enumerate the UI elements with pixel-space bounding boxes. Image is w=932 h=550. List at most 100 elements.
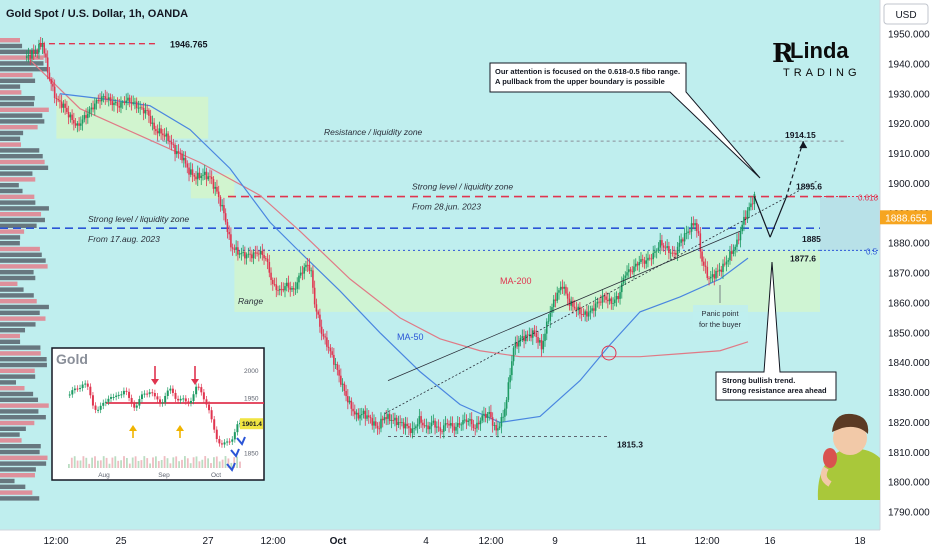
candle-body — [271, 279, 274, 285]
candle-body — [43, 44, 45, 54]
candle-body — [285, 282, 288, 287]
candle-body — [460, 424, 463, 426]
inset-candle — [166, 390, 169, 396]
volume-bar — [0, 125, 38, 130]
time-axis[interactable] — [0, 530, 880, 550]
candle-body — [439, 427, 442, 432]
candle-body — [614, 299, 616, 304]
inset-y-tick: 1850 — [244, 451, 259, 458]
candle-body — [624, 275, 627, 278]
candle-body — [521, 336, 524, 339]
candle-body — [216, 186, 218, 192]
candle-body — [387, 414, 389, 419]
volume-bar — [0, 357, 47, 362]
panic-line-1: Panic point — [701, 309, 739, 318]
candle-body — [94, 103, 96, 110]
candle-body — [701, 251, 703, 262]
callout-bottom-line-2: Strong resistance area ahead — [722, 386, 827, 395]
volume-bar — [0, 49, 39, 54]
inset-volume-bar — [233, 457, 236, 468]
x-tick-label: 12:00 — [43, 536, 68, 547]
volume-bar — [0, 322, 36, 327]
candle-body — [600, 301, 602, 303]
volume-bar — [0, 78, 36, 83]
candle-body — [156, 131, 159, 134]
candle-body — [446, 423, 449, 425]
price-axis[interactable] — [880, 0, 932, 530]
candle-body — [708, 278, 710, 279]
ma50-label: MA-50 — [397, 332, 424, 342]
inset-volume-bar — [186, 458, 189, 468]
candle-body — [282, 288, 285, 291]
inset-volume-bar — [105, 457, 108, 468]
volume-bar — [0, 246, 40, 252]
inset-volume-bar — [146, 458, 149, 468]
candle-body — [659, 240, 661, 248]
inset-volume-bar — [128, 463, 131, 468]
inset-candle — [89, 386, 92, 396]
candle-body — [144, 110, 147, 114]
volume-bar — [0, 136, 21, 141]
candle-body — [240, 252, 243, 254]
y-tick-label: 1850.000 — [888, 328, 930, 339]
candle-body — [706, 266, 709, 279]
inset-candle — [91, 395, 94, 406]
candle-body — [453, 426, 456, 431]
candle-body — [233, 248, 236, 250]
inset-volume-bar — [97, 460, 99, 468]
volume-bar — [0, 142, 21, 147]
candle-body — [160, 128, 162, 134]
candle-body — [490, 411, 492, 418]
candle-body — [504, 408, 506, 417]
candle-body — [540, 340, 543, 350]
x-tick-label: 12:00 — [478, 536, 503, 547]
candle-body — [244, 252, 246, 259]
candle-body — [486, 413, 489, 418]
y-tick-label: 1910.000 — [888, 149, 930, 160]
candle-body — [699, 233, 702, 252]
candle-body — [251, 254, 253, 259]
currency-box[interactable] — [883, 3, 929, 25]
inset-candle — [195, 386, 198, 395]
candle-body — [566, 293, 569, 299]
volume-bar — [0, 241, 20, 246]
candle-body — [593, 308, 595, 311]
volume-bar — [0, 229, 25, 234]
candle-body — [467, 420, 470, 422]
fibo-zone — [820, 196, 880, 251]
candle-body — [725, 261, 728, 265]
candle-body — [739, 231, 742, 241]
inset-candle — [205, 399, 208, 405]
volume-bar — [0, 264, 48, 269]
candle-body — [563, 286, 566, 289]
candle-body — [132, 102, 134, 104]
candle-body — [605, 296, 607, 300]
candle-body — [87, 113, 89, 118]
candle-body — [615, 296, 618, 300]
inset-volume-bar — [131, 457, 134, 468]
inset-candle — [164, 395, 167, 403]
inset-volume-bar — [236, 456, 238, 468]
candle-body — [275, 284, 278, 291]
inset-candle — [171, 388, 174, 393]
candle-body — [273, 284, 276, 285]
candle-body — [538, 340, 541, 343]
inset-y-tick: 2000 — [244, 368, 259, 375]
candle-body — [301, 272, 304, 274]
inset-volume-bar — [189, 463, 192, 468]
candle-body — [689, 231, 691, 233]
candle-body — [401, 422, 403, 423]
candle-body — [392, 420, 394, 421]
candle-body — [753, 193, 756, 204]
volume-bar — [0, 148, 40, 153]
inset-volume-bar — [134, 456, 137, 468]
y-tick-label: 1870.000 — [888, 269, 930, 280]
inset-candle — [153, 392, 156, 397]
candle-body — [413, 428, 415, 430]
volume-bar — [0, 177, 36, 182]
candle-body — [378, 428, 381, 430]
y-tick-label: 1950.000 — [888, 30, 930, 41]
candle-body — [704, 265, 707, 267]
candle-body — [90, 107, 93, 110]
